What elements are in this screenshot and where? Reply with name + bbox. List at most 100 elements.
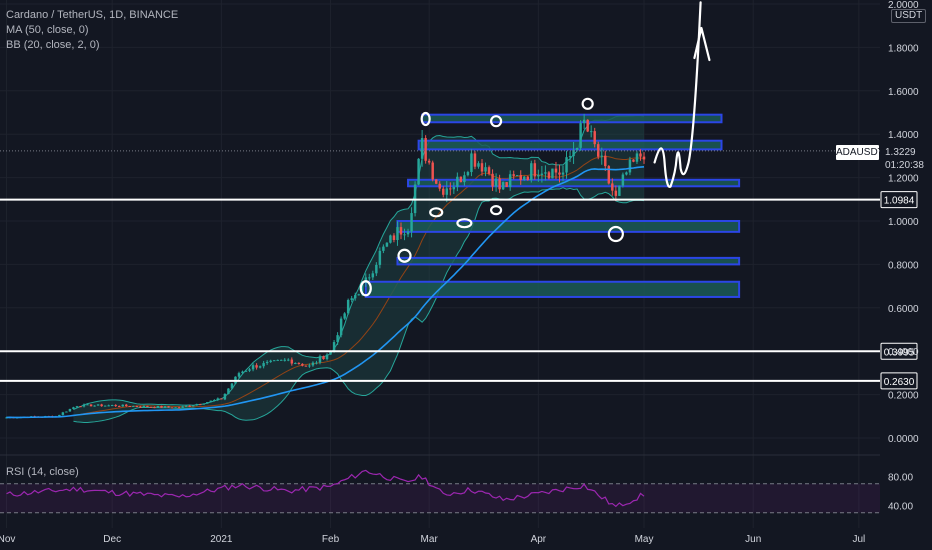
candle-body — [223, 393, 227, 400]
hand-drawn-circle — [359, 280, 372, 297]
candle-body — [283, 359, 286, 361]
arrow-up-icon — [693, 26, 711, 62]
x-axis-tick-label: 2021 — [210, 534, 233, 545]
candle-body — [586, 119, 589, 132]
hand-drawn-circle — [581, 97, 594, 110]
zone-rectangle — [396, 220, 741, 233]
candle-body — [403, 234, 406, 236]
candle-body — [230, 383, 234, 389]
candle-body — [206, 402, 209, 404]
candle-body — [547, 172, 551, 179]
rsi-tick-label: 80.00 — [888, 473, 913, 484]
candle-body — [512, 174, 515, 176]
candle-body — [434, 179, 438, 184]
candle-body — [287, 359, 290, 361]
hand-drawn-circle — [397, 248, 412, 263]
hand-drawn-circle — [607, 225, 624, 243]
candle-body — [244, 370, 248, 372]
candle-body — [533, 163, 537, 177]
level-price-box — [880, 372, 918, 390]
candlestick-series — [5, 113, 646, 419]
candle-body — [167, 406, 170, 408]
candle-body — [396, 227, 399, 241]
ma-line — [6, 166, 645, 419]
currency-label[interactable]: USDT — [891, 9, 927, 23]
candle-body — [216, 398, 220, 400]
candle-body — [191, 405, 195, 407]
x-axis-tick-label: Apr — [531, 534, 547, 545]
candle-body — [290, 359, 294, 364]
bb-fill — [73, 115, 645, 423]
candle-body — [241, 371, 244, 374]
candle-body — [572, 149, 575, 157]
candle-body — [456, 176, 459, 187]
candle-body — [297, 362, 301, 364]
candle-body — [515, 175, 519, 177]
candle-body — [551, 168, 554, 179]
candle-body — [322, 356, 325, 360]
hand-drawn-circle — [489, 115, 503, 128]
candle-body — [463, 175, 466, 183]
candle-body — [96, 404, 100, 406]
candle-body — [392, 235, 396, 241]
candle-body — [128, 406, 132, 408]
candle-body — [568, 156, 572, 158]
bollinger-bands — [73, 115, 645, 423]
y-axis-tick-label: 1.6000 — [888, 87, 919, 98]
candle-body — [438, 183, 441, 189]
candle-body — [163, 406, 167, 408]
candle-body — [480, 163, 484, 172]
candle-body — [125, 404, 128, 407]
candle-body — [530, 163, 533, 181]
candle-body — [632, 159, 635, 162]
candle-body — [132, 406, 135, 408]
candle-body — [466, 172, 470, 176]
candle-body — [628, 159, 632, 173]
candle-body — [350, 298, 353, 300]
candle-body — [68, 408, 72, 412]
candle-body — [177, 407, 181, 409]
level-price-label: 0.3995 — [884, 347, 915, 358]
candle-body — [188, 405, 191, 407]
y-axis-tick-label: 1.0000 — [888, 217, 919, 228]
candle-body — [255, 365, 258, 368]
rsi-tick-label: 40.00 — [888, 502, 913, 513]
hand-drawn-circle — [429, 207, 444, 218]
candle-body — [318, 356, 322, 363]
candle-body — [519, 175, 522, 181]
candle-body — [625, 172, 628, 175]
candle-body — [540, 173, 544, 175]
hand-drawn-circle — [489, 205, 503, 216]
candle-body — [103, 405, 107, 407]
candle-body — [184, 405, 188, 407]
candle-body — [89, 404, 93, 407]
zone-rectangle — [407, 178, 741, 188]
candle-body — [470, 153, 473, 173]
candle-body — [544, 172, 547, 174]
candle-body — [565, 157, 568, 173]
level-price-label: 1.0984 — [884, 196, 915, 207]
candle-body — [311, 362, 315, 366]
candle-body — [389, 235, 392, 243]
candle-body — [621, 174, 625, 186]
candle-body — [484, 167, 487, 172]
candle-body — [477, 163, 480, 167]
candle-body — [301, 363, 304, 366]
rsi-legend: RSI (14, close) — [6, 466, 79, 478]
candle-body — [258, 366, 262, 368]
candle-body — [135, 406, 139, 408]
candle-body — [604, 155, 607, 167]
level-price-box — [880, 191, 918, 209]
candle-body — [375, 264, 378, 274]
rsi-line — [6, 469, 645, 508]
y-axis-tick-label: 2.0000 — [888, 0, 919, 11]
candle-body — [146, 405, 149, 407]
horizontal-levels: 1.0984 0.3995 0.2630 — [0, 150, 918, 390]
zone-rectangle — [396, 256, 741, 266]
candle-body — [642, 156, 646, 160]
candle-body — [174, 407, 177, 409]
candle-body — [494, 178, 498, 187]
candle-body — [272, 360, 276, 362]
candle-body — [93, 405, 96, 407]
